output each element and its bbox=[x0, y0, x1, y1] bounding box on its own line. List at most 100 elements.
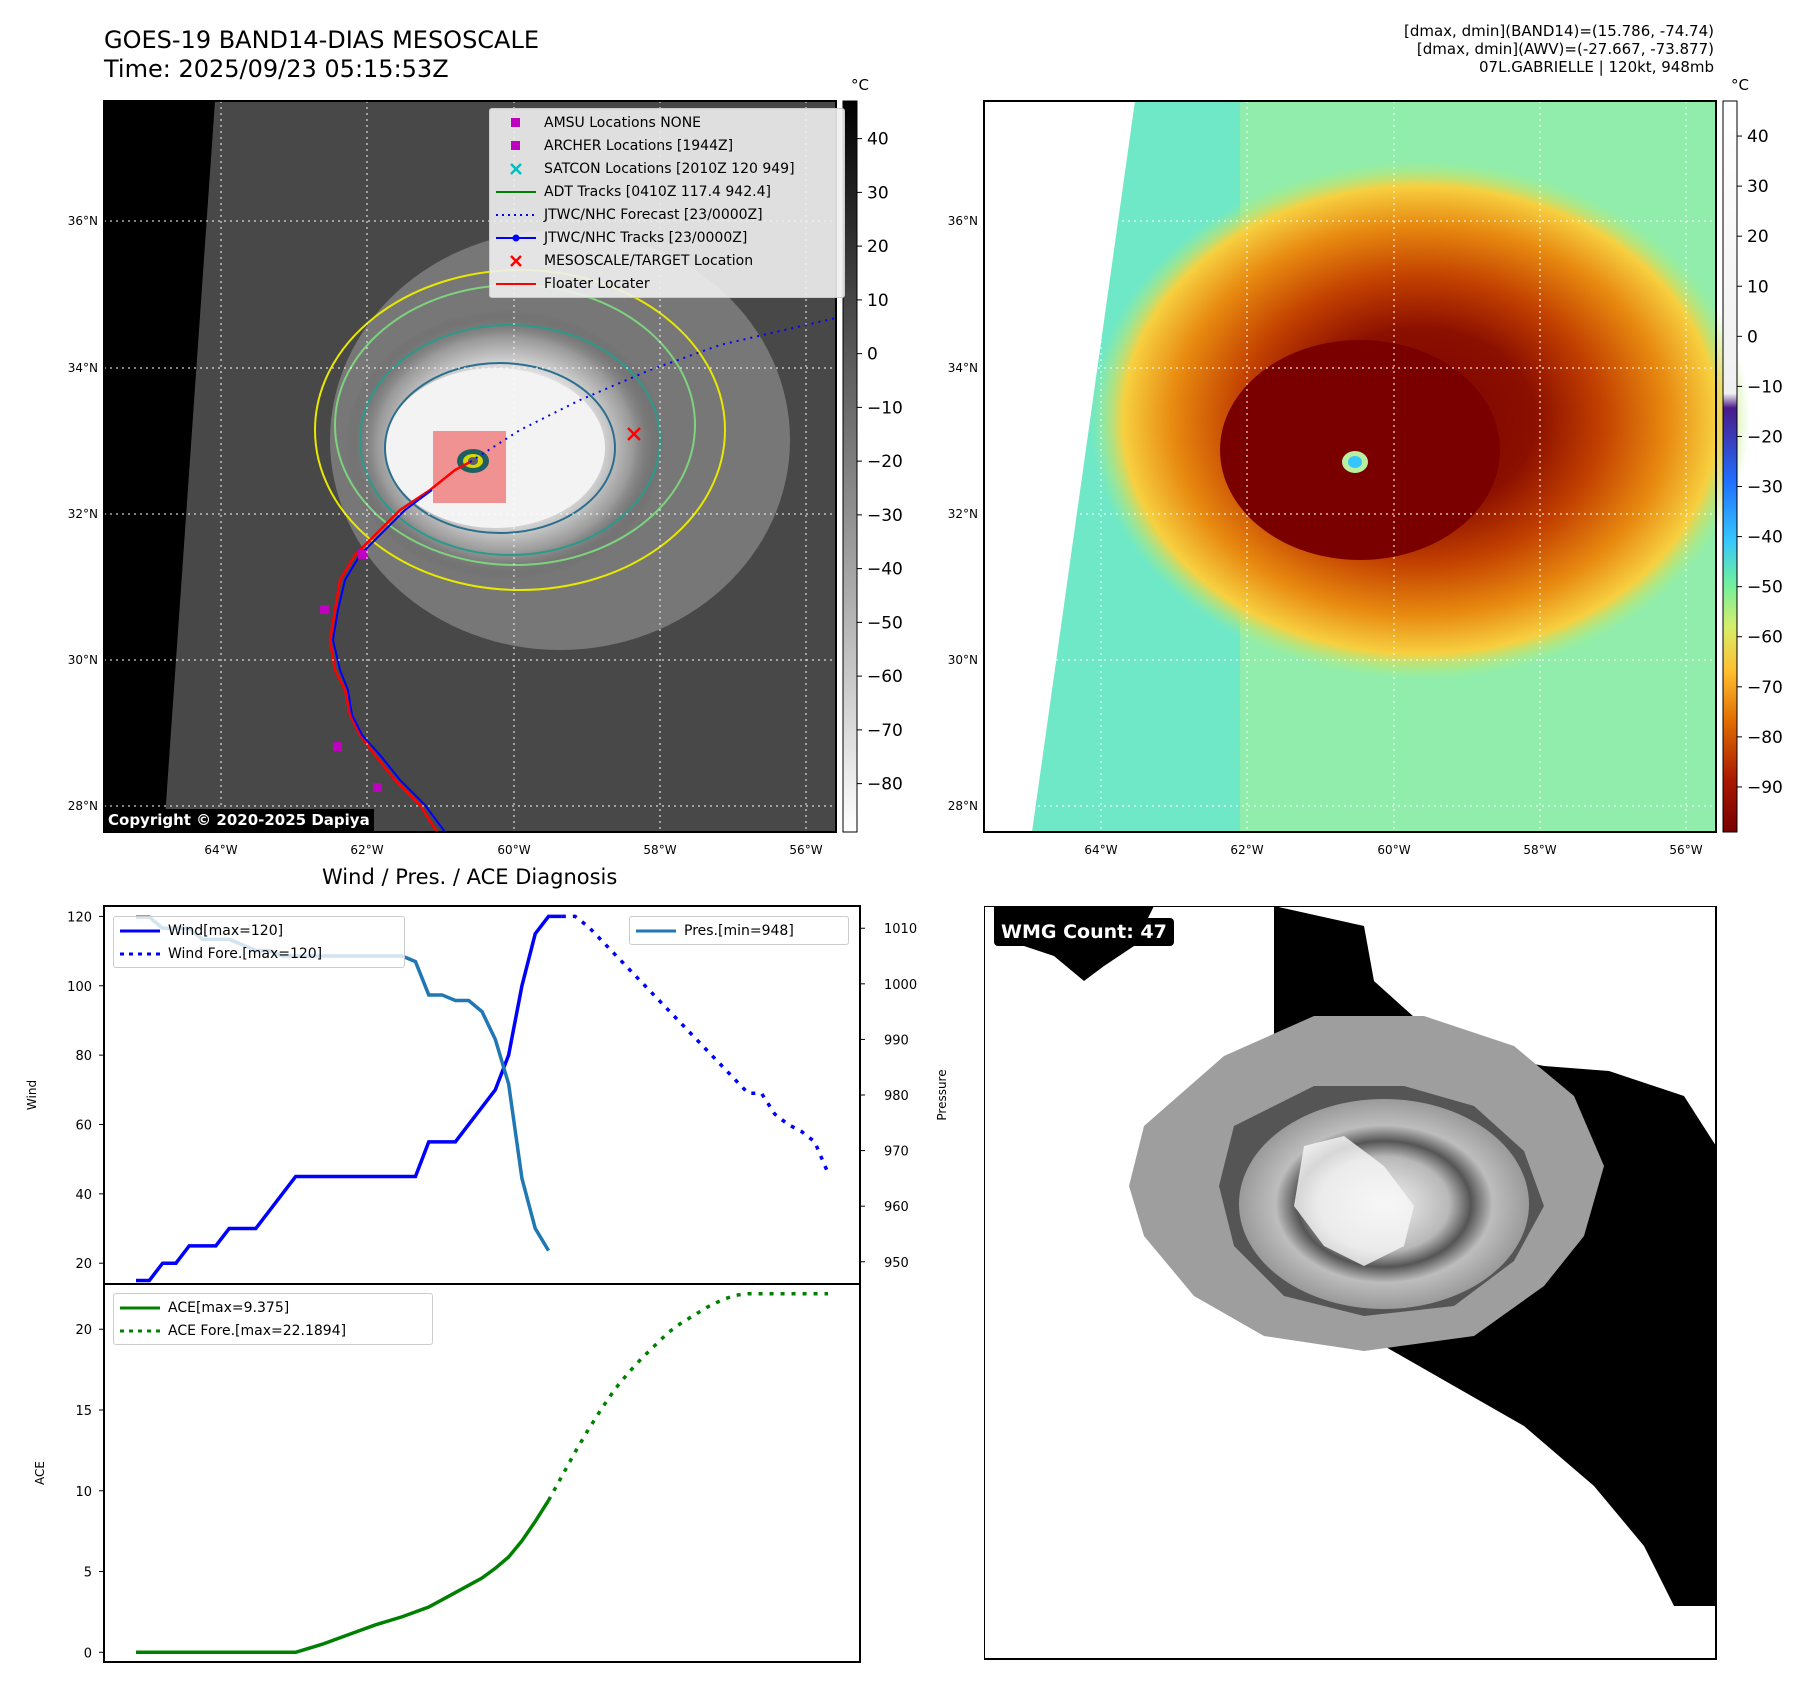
colorbar-tick-label: −70 bbox=[1747, 678, 1783, 698]
awv-lon-labels: 64°W 62°W 60°W 58°W 56°W bbox=[1084, 843, 1702, 857]
lon-label: 56°W bbox=[1669, 843, 1702, 857]
awv-lat-labels: 36°N 34°N 32°N 30°N 28°N bbox=[948, 214, 978, 813]
awv-image bbox=[983, 100, 1750, 833]
wind-forecast-series-line bbox=[561, 914, 830, 1174]
ir-colorbar-ticks: 40 30 20 10 0 −10 −20 −30 −40 −50 −60 −70 −80 bbox=[857, 130, 903, 795]
colorbar-tick-label: 20 bbox=[867, 237, 889, 257]
ace-plot-frame bbox=[103, 1283, 861, 1663]
colorbar-tick-label: −70 bbox=[867, 721, 903, 741]
ace-forecast-legend-item: ACE Fore.[max=22.1894] bbox=[120, 1322, 347, 1339]
pressure-y-tick-label: 970 bbox=[884, 1145, 909, 1160]
dotted-line bbox=[496, 208, 536, 222]
ace-forecast-series-line bbox=[547, 1291, 828, 1502]
square-marker bbox=[496, 139, 536, 153]
lat-label: 30°N bbox=[948, 653, 978, 667]
map-legend-item: ADT Tracks [0410Z 117.4 942.4] bbox=[496, 180, 838, 203]
lat-label: 36°N bbox=[948, 214, 978, 228]
wind-legend-item: Wind[max=120] bbox=[120, 922, 284, 939]
ir-map-svg: 40 30 20 10 0 −10 −20 −30 −40 −50 −60 −70 −80 40 30 20… bbox=[68, 100, 1783, 857]
colorbar-tick-label: −60 bbox=[1747, 628, 1783, 648]
colorbar-tick-label: 10 bbox=[1747, 277, 1769, 297]
wind-series-line bbox=[136, 914, 562, 1283]
map-legend-label: SATCON Locations [2010Z 120 949] bbox=[544, 160, 795, 177]
solid-line bbox=[496, 185, 536, 199]
lon-label: 62°W bbox=[350, 843, 383, 857]
lat-label: 36°N bbox=[68, 214, 98, 228]
colorbar-tick-label: −30 bbox=[867, 506, 903, 526]
wind-legend: Wind[max=120] Wind Fore.[max=120] bbox=[113, 916, 405, 968]
pressure-y-tick-label: 1000 bbox=[884, 978, 917, 993]
wind-forecast-legend-item: Wind Fore.[max=120] bbox=[120, 945, 323, 962]
info-line-3: 07L.GABRIELLE | 120kt, 948mb bbox=[1479, 58, 1714, 76]
colorbar-tick-label: −30 bbox=[1747, 478, 1783, 498]
colorbar-tick-label: −90 bbox=[1747, 778, 1783, 798]
wind-y-tick-label: 40 bbox=[75, 1188, 92, 1203]
ace-panel: 0 5 10 15 20 ACE bbox=[33, 1283, 861, 1663]
lon-label: 56°W bbox=[789, 843, 822, 857]
colorbar-tick-label: 30 bbox=[1747, 177, 1769, 197]
copyright-label: Copyright © 2020-2025 Dapiya bbox=[104, 809, 374, 831]
map-legend-label: MESOSCALE/TARGET Location bbox=[544, 252, 754, 269]
map-legend-item: JTWC/NHC Forecast [23/0000Z] bbox=[496, 203, 838, 226]
pressure-legend: Pres.[min=948] bbox=[629, 916, 849, 945]
lon-label: 60°W bbox=[1377, 843, 1410, 857]
diagnosis-svg: 2040608010012095096097098099010001010Win… bbox=[25, 905, 949, 1663]
pressure-y-axis-label: Pressure bbox=[935, 1069, 949, 1120]
colorbar-tick-label: −60 bbox=[867, 667, 903, 687]
colorbar-tick-label: 20 bbox=[1747, 227, 1769, 247]
colorbar-tick-label: −80 bbox=[867, 775, 903, 795]
pressure-y-tick-label: 1010 bbox=[884, 922, 917, 937]
square-marker bbox=[496, 116, 536, 130]
colorbar-tick-label: −40 bbox=[867, 560, 903, 580]
colorbar-tick-label: −10 bbox=[867, 398, 903, 418]
lat-label: 28°N bbox=[948, 799, 978, 813]
colorbar-tick-label: 30 bbox=[867, 183, 889, 203]
colorbar-tick-label: −50 bbox=[867, 613, 903, 633]
map-legend-label: AMSU Locations NONE bbox=[544, 114, 702, 131]
awv-colorbar-unit: °C bbox=[1731, 76, 1749, 94]
title-line-1: GOES-19 BAND14-DIAS MESOSCALE bbox=[104, 26, 540, 54]
map-legend-label: JTWC/NHC Tracks [23/0000Z] bbox=[544, 229, 748, 246]
pressure-y-tick-label: 980 bbox=[884, 1089, 909, 1104]
lat-label: 32°N bbox=[948, 507, 978, 521]
ace-y-tick-label: 0 bbox=[84, 1646, 92, 1661]
map-legend-item: SATCON Locations [2010Z 120 949] bbox=[496, 157, 838, 180]
colorbar-tick-label: −20 bbox=[867, 452, 903, 472]
ace-y-tick-label: 20 bbox=[75, 1323, 92, 1338]
colorbar-tick-label: −40 bbox=[1747, 528, 1783, 548]
pressure-y-tick-label: 950 bbox=[884, 1256, 909, 1271]
wmg-svg bbox=[984, 906, 1717, 1660]
wind-y-axis-label: Wind bbox=[25, 1080, 39, 1110]
map-legend-label: ADT Tracks [0410Z 117.4 942.4] bbox=[544, 183, 771, 200]
wind-y-tick-label: 20 bbox=[75, 1257, 92, 1272]
ace-legend: ACE[max=9.375] ACE Fore.[max=22.1894] bbox=[113, 1293, 433, 1345]
lat-label: 34°N bbox=[948, 361, 978, 375]
wind-y-tick-label: 100 bbox=[67, 980, 92, 995]
ir-lon-labels: 64°W 62°W 60°W 58°W 56°W bbox=[204, 843, 822, 857]
pressure-y-tick-label: 960 bbox=[884, 1200, 909, 1215]
lon-label: 60°W bbox=[497, 843, 530, 857]
map-legend-label: JTWC/NHC Forecast [23/0000Z] bbox=[544, 206, 763, 223]
diagnosis-title: Wind / Pres. / ACE Diagnosis bbox=[322, 865, 618, 889]
map-legend-item: MESOSCALE/TARGET Location bbox=[496, 249, 838, 272]
wind-y-tick-label: 120 bbox=[67, 910, 92, 925]
mesoscale-target-marker bbox=[627, 427, 641, 441]
ace-series-line bbox=[136, 1499, 551, 1655]
colorbar-tick-label: 0 bbox=[867, 345, 878, 365]
map-legend-label: ARCHER Locations [1944Z] bbox=[544, 137, 734, 154]
colorbar-tick-label: 0 bbox=[1747, 327, 1758, 347]
pressure-y-tick-label: 990 bbox=[884, 1033, 909, 1048]
wmg-count-badge: WMG Count: 47 bbox=[994, 918, 1174, 946]
ir-colorbar-unit: °C bbox=[851, 76, 869, 94]
chart-title: GOES-19 BAND14-DIAS MESOSCALE Time: 2025… bbox=[104, 26, 539, 84]
wind-y-tick-label: 80 bbox=[75, 1049, 92, 1064]
map-legend-item: Floater Locater bbox=[496, 272, 838, 295]
ir-colorbar bbox=[842, 100, 858, 833]
colorbar-tick-label: −50 bbox=[1747, 578, 1783, 598]
lon-label: 62°W bbox=[1230, 843, 1263, 857]
colorbar-tick-label: 40 bbox=[867, 130, 889, 150]
lat-label: 30°N bbox=[68, 653, 98, 667]
awv-colorbar bbox=[1722, 100, 1738, 833]
lon-label: 64°W bbox=[1084, 843, 1117, 857]
lat-label: 28°N bbox=[68, 799, 98, 813]
